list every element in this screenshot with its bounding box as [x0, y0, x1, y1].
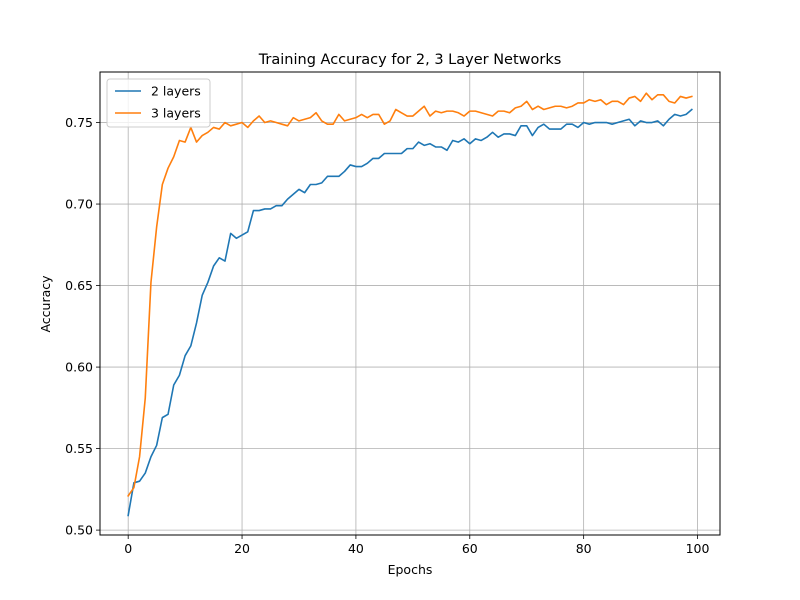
series-layer [127, 92, 693, 517]
x-tick-label: 20 [234, 541, 250, 556]
x-tick-label: 100 [686, 541, 710, 556]
y-axis-label: Accuracy [38, 275, 53, 333]
plot-frame [99, 71, 721, 536]
y-tick-label: 0.55 [65, 441, 93, 456]
y-tick-label: 0.70 [65, 197, 93, 212]
x-axis-label: Epochs [388, 562, 433, 577]
y-tick-label: 0.50 [65, 523, 93, 538]
axis-layer: 0 20 40 60 80 100 0.50 0.55 0.60 0.65 0.70 0.75 [65, 115, 709, 556]
series-line-3-layers [127, 92, 693, 497]
y-tick-label: 0.65 [65, 278, 93, 293]
legend-label: 2 layers [151, 84, 201, 99]
x-tick-label: 0 [124, 541, 132, 556]
series-line-2-layers [127, 108, 693, 517]
y-tick-label: 0.75 [65, 115, 93, 130]
grid-layer [100, 72, 720, 535]
legend: 2 layers 3 layers [106, 78, 211, 128]
y-tick-label: 0.60 [65, 360, 93, 375]
chart-title: Training Accuracy for 2, 3 Layer Network… [258, 52, 562, 68]
x-tick-label: 60 [462, 541, 478, 556]
x-tick-label: 80 [576, 541, 592, 556]
x-tick-label: 40 [348, 541, 364, 556]
legend-label: 3 layers [151, 106, 201, 121]
